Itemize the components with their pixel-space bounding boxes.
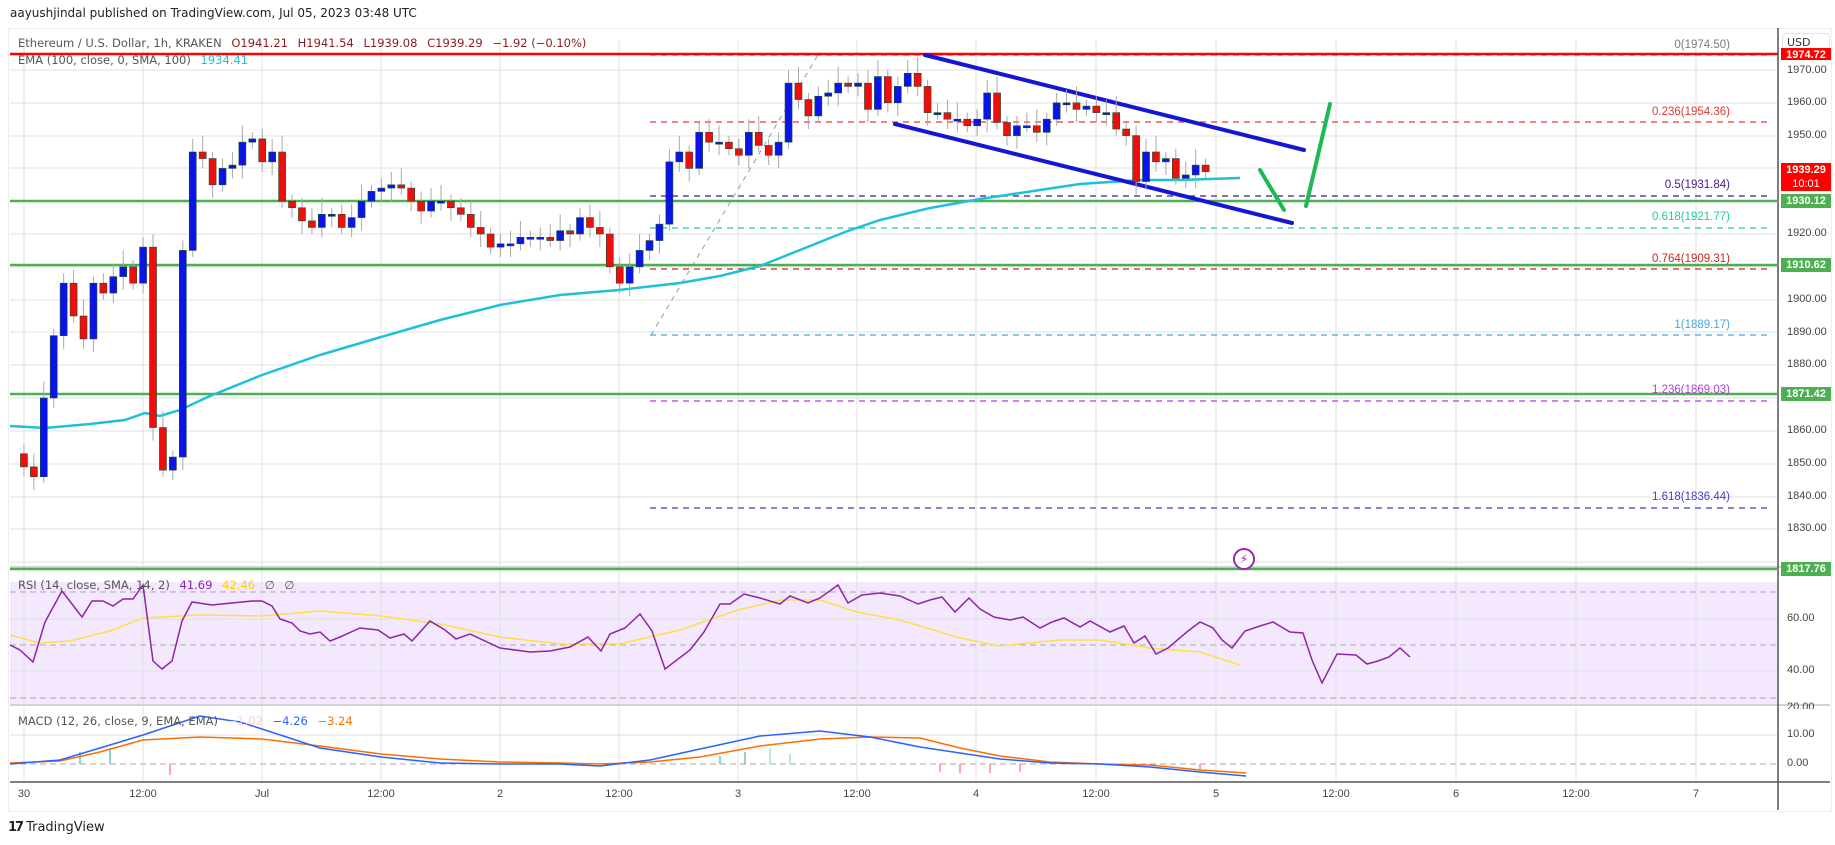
rsi-line <box>9 583 1411 685</box>
macd-histogram <box>79 748 1201 775</box>
time-tick: 12:00 <box>129 788 157 800</box>
macd-legend[interactable]: MACD (12, 26, close, 9, EMA, EMA) −1.02 … <box>18 714 359 728</box>
price-tick: 1850.00 <box>1787 457 1827 469</box>
macd-tick: 20.00 <box>1787 701 1815 709</box>
macd-value: −4.26 <box>272 714 308 728</box>
time-tick: 12:00 <box>1082 788 1110 800</box>
price-tick: 1880.00 <box>1787 358 1827 370</box>
time-tick: 30 <box>17 788 31 800</box>
price-tick: 1970.00 <box>1787 64 1827 76</box>
fib-label-1: 1(1889.17) <box>1674 319 1730 331</box>
rsi-na-1: ∅ <box>264 578 275 592</box>
rsi-levels <box>10 591 1778 765</box>
time-tick: 3 <box>734 788 742 800</box>
tv-logo-icon: 17 <box>8 820 24 835</box>
time-tick: 12:00 <box>1322 788 1350 800</box>
fib-label-1236: 1.236(1869.03) <box>1651 384 1730 396</box>
macd-line <box>9 715 1247 777</box>
ohlc-change: −1.92 (−0.10%) <box>492 36 587 50</box>
projection-arrows[interactable] <box>1258 102 1332 212</box>
tradingview-logo[interactable]: 17 TradingView <box>8 820 105 835</box>
fib-label-0618: 0.618(1921.77) <box>1651 211 1730 223</box>
candlesticks[interactable] <box>20 56 1210 490</box>
symbol-title: Ethereum / U.S. Dollar, 1h, KRAKEN <box>18 36 222 50</box>
grid <box>10 40 1778 782</box>
time-tick: 4 <box>972 788 980 800</box>
ohlc-open: O1941.21 <box>231 36 288 50</box>
rsi-band <box>10 582 1778 704</box>
fib-trend-line <box>650 54 819 336</box>
descending-channel[interactable] <box>893 53 1306 225</box>
fib-label-1618: 1.618(1836.44) <box>1651 491 1730 503</box>
price-tick: 1860.00 <box>1787 424 1827 436</box>
ohlc-close: C1939.29 <box>427 36 483 50</box>
ohlc-low: L1939.08 <box>363 36 418 50</box>
price-tag-resistance: 1974.72 <box>1781 48 1831 60</box>
price-tag-support-4: 1817.76 <box>1781 562 1831 576</box>
price-tick: 1960.00 <box>1787 96 1827 108</box>
fib-label-0236: 0.236(1954.36) <box>1651 106 1730 118</box>
time-tick: 2 <box>496 788 504 800</box>
last-price: 1939.29 <box>1786 164 1826 176</box>
price-tag-last: 1939.29 10:01 <box>1781 163 1831 191</box>
price-tick: 1890.00 <box>1787 326 1827 338</box>
macd-signal-value: −3.24 <box>317 714 353 728</box>
macd-signal-line <box>9 736 1247 774</box>
price-tick: 1920.00 <box>1787 227 1827 239</box>
price-tick: 1950.00 <box>1787 129 1827 141</box>
time-tick: 12:00 <box>1562 788 1590 800</box>
rsi-sma-value: 42.46 <box>222 578 256 592</box>
ema-legend[interactable]: EMA (100, close, 0, SMA, 100) 1934.41 <box>18 53 254 67</box>
fib-label-0: 0(1974.50) <box>1674 39 1730 51</box>
price-tag-support-3: 1871.42 <box>1781 387 1831 401</box>
time-tick: 7 <box>1692 788 1700 800</box>
price-tick: 1900.00 <box>1787 293 1827 305</box>
ema-label: EMA (100, close, 0, SMA, 100) <box>18 53 191 67</box>
time-tick: 5 <box>1212 788 1220 800</box>
support-lines[interactable] <box>10 199 1778 571</box>
fib-lines <box>650 54 1770 509</box>
ohlc-high: H1941.54 <box>297 36 354 50</box>
publisher-caption: aayushjindal published on TradingView.co… <box>10 6 417 20</box>
ema-value: 1934.41 <box>200 53 249 67</box>
macd-label: MACD (12, 26, close, 9, EMA, EMA) <box>18 714 218 728</box>
price-tag-support-1: 1930.12 <box>1781 194 1831 208</box>
price-tick: 1830.00 <box>1787 522 1827 534</box>
macd-tick: 10.00 <box>1787 728 1815 740</box>
time-tick: Jul <box>254 788 270 800</box>
lightning-event-icon[interactable]: ⚡ <box>1233 548 1255 570</box>
rsi-tick: 60.00 <box>1787 612 1815 624</box>
rsi-sma-line <box>9 599 1241 666</box>
price-tag-support-2: 1910.62 <box>1781 258 1831 272</box>
macd-hist-value: −1.02 <box>227 714 263 728</box>
rsi-legend[interactable]: RSI (14, close, SMA, 14, 2) 41.69 42.46 … <box>18 578 300 592</box>
macd-tick: 0.00 <box>1787 757 1809 769</box>
time-tick: 12:00 <box>605 788 633 800</box>
time-tick: 6 <box>1452 788 1460 800</box>
rsi-label: RSI (14, close, SMA, 14, 2) <box>18 578 170 592</box>
time-tick: 12:00 <box>843 788 871 800</box>
symbol-legend[interactable]: Ethereum / U.S. Dollar, 1h, KRAKEN O1941… <box>18 36 592 50</box>
rsi-value: 41.69 <box>179 578 213 592</box>
price-tick: 1840.00 <box>1787 490 1827 502</box>
tv-brand-text: TradingView <box>26 820 105 835</box>
fib-label-05: 0.5(1931.84) <box>1664 179 1730 191</box>
bar-countdown: 10:01 <box>1792 178 1820 190</box>
rsi-tick: 40.00 <box>1787 664 1815 676</box>
fib-label-0764: 0.764(1909.31) <box>1651 253 1730 265</box>
time-tick: 12:00 <box>367 788 395 800</box>
rsi-na-2: ∅ <box>284 578 295 592</box>
